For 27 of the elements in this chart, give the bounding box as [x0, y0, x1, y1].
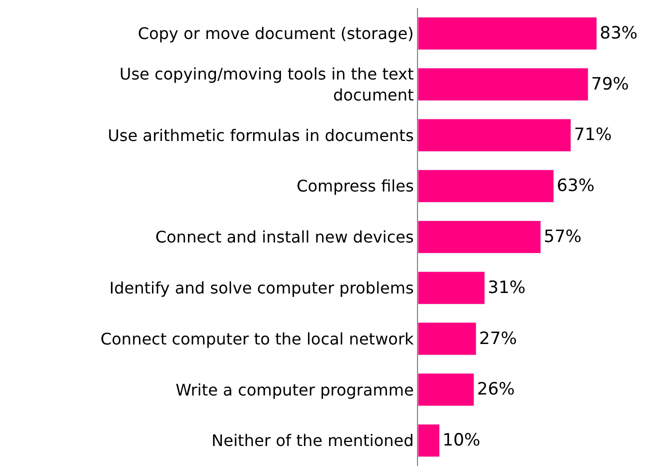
bar [418, 322, 476, 356]
y-tick-label: Copy or move document (storage) [138, 24, 414, 44]
bar [418, 271, 486, 304]
y-tick-label: Neither of the mentioned [212, 431, 414, 450]
y-tick-label: Use arithmetic formulas in documents [108, 126, 414, 145]
bar [418, 220, 542, 254]
data-label: 10% [442, 430, 480, 451]
y-tick-label: Write a computer programme [176, 380, 414, 400]
data-label: 71% [574, 125, 612, 146]
y-tick-label: Connect computer to the local network [100, 329, 415, 348]
bar [418, 424, 440, 458]
data-label: 83% [600, 23, 638, 44]
data-label: 31% [488, 278, 526, 298]
bar [418, 16, 598, 50]
y-tick-label: Identify and solve computer problems [109, 278, 414, 298]
y-tick-label: Compress files [296, 176, 414, 196]
bar [418, 170, 554, 203]
bar [418, 373, 474, 406]
data-label: 79% [591, 74, 629, 94]
bar [418, 68, 588, 101]
data-label: 26% [477, 380, 515, 400]
y-tick-label: Connect and install new devices [155, 228, 414, 247]
bar [418, 118, 572, 152]
data-label: 63% [556, 176, 595, 196]
data-label: 57% [544, 227, 582, 247]
data-label: 27% [479, 328, 517, 349]
y-tick-label: Use copying/moving tools in the text document [119, 64, 414, 104]
